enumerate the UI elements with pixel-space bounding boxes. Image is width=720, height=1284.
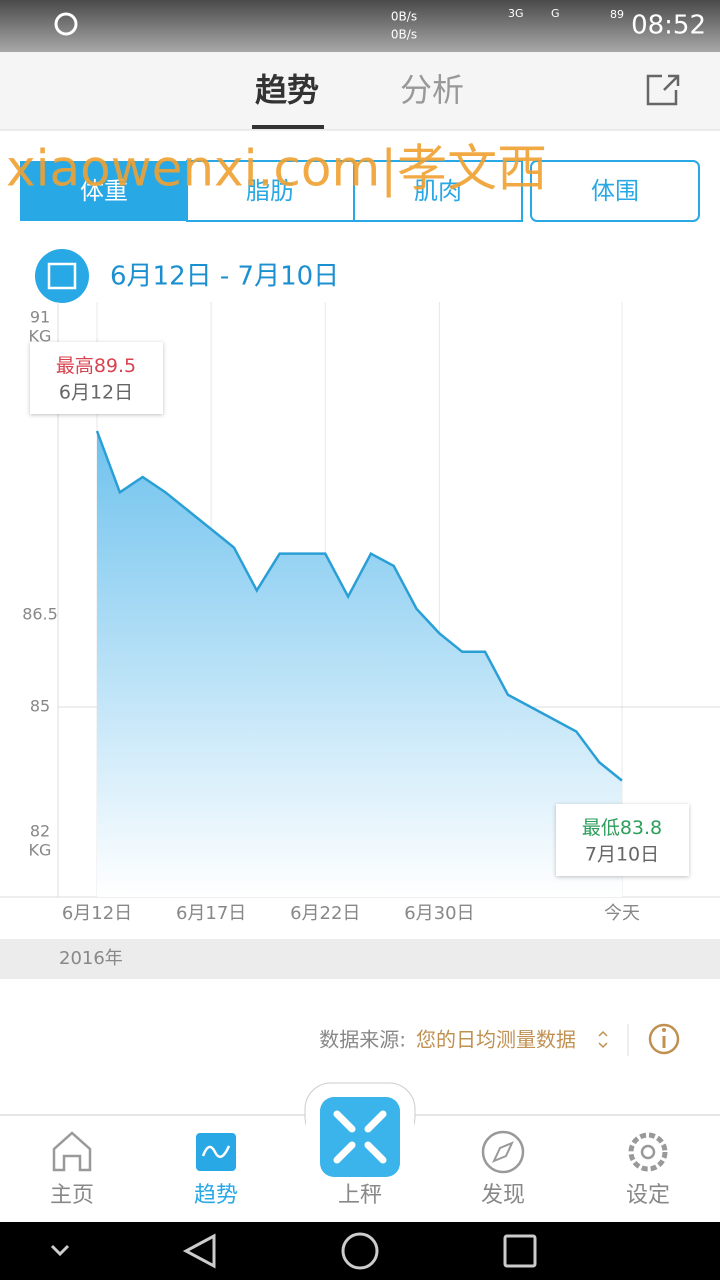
- x-tick-label: 6月17日: [176, 903, 246, 924]
- net-type: 3G: [508, 7, 524, 20]
- nav-home[interactable]: [341, 1232, 379, 1270]
- y-tick-label: 85: [30, 697, 50, 716]
- callout-number: 83.8: [620, 817, 662, 839]
- scale-icon: [333, 1110, 387, 1164]
- tab-indicator: [252, 125, 324, 129]
- callout-value: 最低83.8: [582, 817, 662, 839]
- net-up: 0B/s: [391, 10, 417, 24]
- discover-needle: [492, 1141, 514, 1163]
- scale-button[interactable]: [320, 1097, 400, 1177]
- chart: 6月12日 6月17日 6月22日 6月30日 今天82KG8586.591KG最高89…: [0, 302, 720, 924]
- nav-label[interactable]: 主页: [50, 1183, 94, 1208]
- y-unit: KG: [29, 841, 52, 860]
- segment[interactable]: [530, 160, 700, 222]
- y-tick-label: 86.5: [22, 605, 58, 624]
- segment[interactable]: [353, 160, 523, 222]
- segment-label: 脂肪: [246, 177, 294, 205]
- callout-label: 最高: [56, 355, 94, 377]
- nav-label[interactable]: 趋势: [194, 1183, 238, 1208]
- source-label: 数据来源:: [319, 1028, 406, 1052]
- date-range: 6月12日 - 7月10日: [110, 262, 339, 292]
- segment-label: 体重: [80, 177, 128, 205]
- nav-hide[interactable]: [50, 1244, 70, 1257]
- header: [0, 52, 720, 130]
- home-icon[interactable]: [52, 1131, 92, 1172]
- segment[interactable]: [186, 160, 355, 222]
- calendar-button[interactable]: [35, 249, 89, 303]
- x-tick-label: 6月12日: [62, 903, 132, 924]
- discover-icon[interactable]: [481, 1130, 525, 1174]
- nav-back[interactable]: [182, 1233, 216, 1269]
- y-tick-label: 82: [30, 822, 50, 841]
- source-value[interactable]: 您的日均测量数据: [416, 1028, 576, 1052]
- nav-label[interactable]: 上秤: [338, 1183, 382, 1208]
- callout-date: 7月10日: [585, 844, 659, 866]
- y-unit: KG: [29, 327, 52, 346]
- callout: [556, 804, 689, 876]
- area: [97, 431, 622, 897]
- settings-hub: [640, 1144, 656, 1160]
- y-tick-label: 91: [30, 308, 50, 327]
- status-bar: [0, 0, 720, 52]
- nav-label[interactable]: 发现: [481, 1183, 525, 1208]
- year-band: [0, 939, 720, 979]
- settings-icon[interactable]: [628, 1132, 668, 1172]
- watermark: xiaowenxi.com|孝文西: [6, 140, 547, 198]
- segment[interactable]: [20, 161, 187, 221]
- nav-recent[interactable]: [503, 1234, 537, 1268]
- sync-icon: [54, 12, 78, 36]
- system-nav: [0, 1222, 720, 1280]
- segment-label: 体围: [591, 177, 639, 205]
- year: 2016年: [59, 948, 123, 969]
- callout: [30, 342, 163, 414]
- callout-date: 6月12日: [59, 382, 133, 404]
- callout-value: 最高89.5: [56, 355, 136, 377]
- info-button[interactable]: [648, 1023, 680, 1055]
- share-button[interactable]: [646, 74, 680, 106]
- battery: 89: [610, 8, 624, 21]
- segment-label: 肌肉: [414, 177, 462, 205]
- nav-label[interactable]: 设定: [626, 1183, 670, 1208]
- tab[interactable]: 趋势: [255, 71, 319, 109]
- callout-label: 最低: [582, 817, 620, 839]
- callout-number: 89.5: [94, 355, 136, 377]
- trend-icon-line: [201, 1145, 231, 1159]
- x-tick-label: 6月22日: [290, 903, 360, 924]
- net-type: G: [551, 7, 560, 20]
- dropdown-icon: [598, 1030, 608, 1049]
- x-tick-label: 今天: [604, 903, 640, 924]
- net-down: 0B/s: [391, 28, 417, 42]
- calendar-icon: [47, 262, 77, 290]
- line: [95, 430, 623, 782]
- clock: 08:52: [631, 11, 706, 41]
- x-tick-label: 6月30日: [404, 903, 474, 924]
- tab[interactable]: 分析: [400, 71, 464, 109]
